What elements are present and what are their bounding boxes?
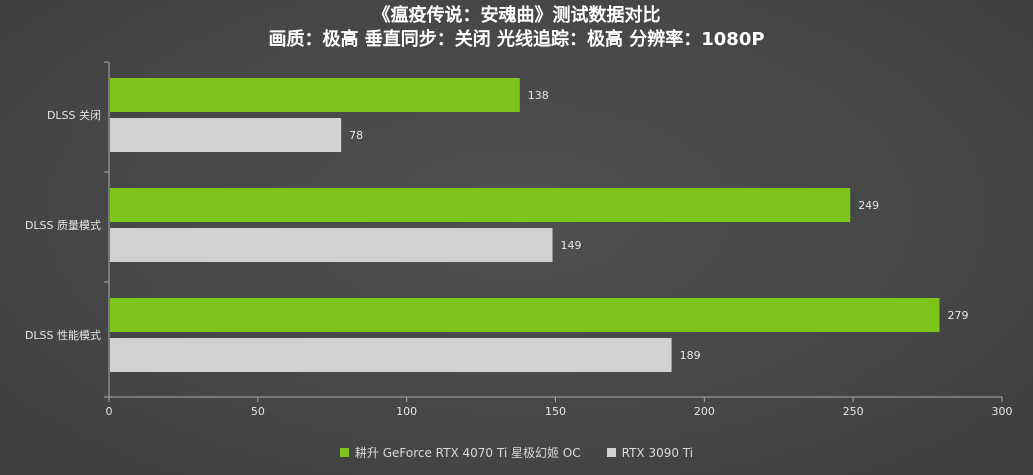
x-tick-label: 0 bbox=[106, 405, 113, 418]
bar-value-label: 279 bbox=[947, 309, 968, 322]
category-label: DLSS 质量模式 bbox=[25, 219, 101, 232]
bar-series-2 bbox=[110, 228, 553, 262]
bar-value-label: 149 bbox=[561, 239, 582, 252]
bar-series-1 bbox=[110, 298, 940, 332]
x-tick-label: 50 bbox=[251, 405, 265, 418]
x-tick-label: 250 bbox=[843, 405, 864, 418]
chart-legend: 耕升 GeForce RTX 4070 Ti 星极幻姬 OC RTX 3090 … bbox=[0, 444, 1033, 461]
bar-value-label: 189 bbox=[680, 349, 701, 362]
legend-label-series-1: 耕升 GeForce RTX 4070 Ti 星极幻姬 OC bbox=[354, 446, 581, 460]
category-label: DLSS 关闭 bbox=[47, 108, 101, 122]
bar-series-1 bbox=[110, 78, 520, 112]
bar-value-label: 138 bbox=[528, 89, 549, 102]
bar-value-label: 249 bbox=[858, 199, 879, 212]
legend-swatch-green bbox=[339, 448, 349, 457]
bar-series-1 bbox=[110, 188, 851, 222]
category-label: DLSS 性能模式 bbox=[25, 328, 101, 342]
bar-value-label: 78 bbox=[349, 129, 363, 142]
chart-title: 《瘟疫传说：安魂曲》测试数据对比 bbox=[372, 5, 661, 26]
legend-swatch-gray bbox=[606, 448, 616, 457]
x-tick-label: 200 bbox=[694, 405, 715, 418]
bar-series-2 bbox=[110, 338, 672, 372]
legend-item-series-1: 耕升 GeForce RTX 4070 Ti 星极幻姬 OC bbox=[339, 444, 581, 461]
chart-subtitle: 画质：极高 垂直同步：关闭 光线追踪：极高 分辨率：1080P bbox=[268, 29, 765, 50]
x-tick-label: 300 bbox=[992, 405, 1013, 418]
legend-item-series-2: RTX 3090 Ti bbox=[606, 445, 694, 460]
x-tick-label: 100 bbox=[396, 405, 417, 418]
bar-series-2 bbox=[110, 118, 342, 152]
legend-label-series-2: RTX 3090 Ti bbox=[621, 445, 694, 460]
x-tick-label: 150 bbox=[545, 405, 566, 418]
